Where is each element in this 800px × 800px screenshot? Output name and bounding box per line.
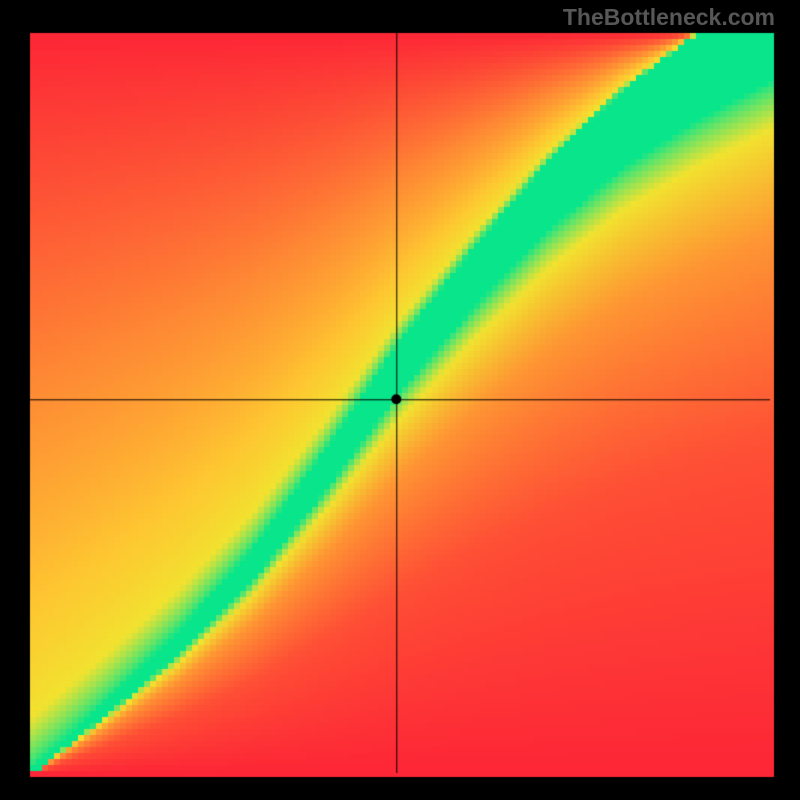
bottleneck-heatmap (0, 0, 800, 800)
watermark-text: TheBottleneck.com (563, 4, 775, 31)
